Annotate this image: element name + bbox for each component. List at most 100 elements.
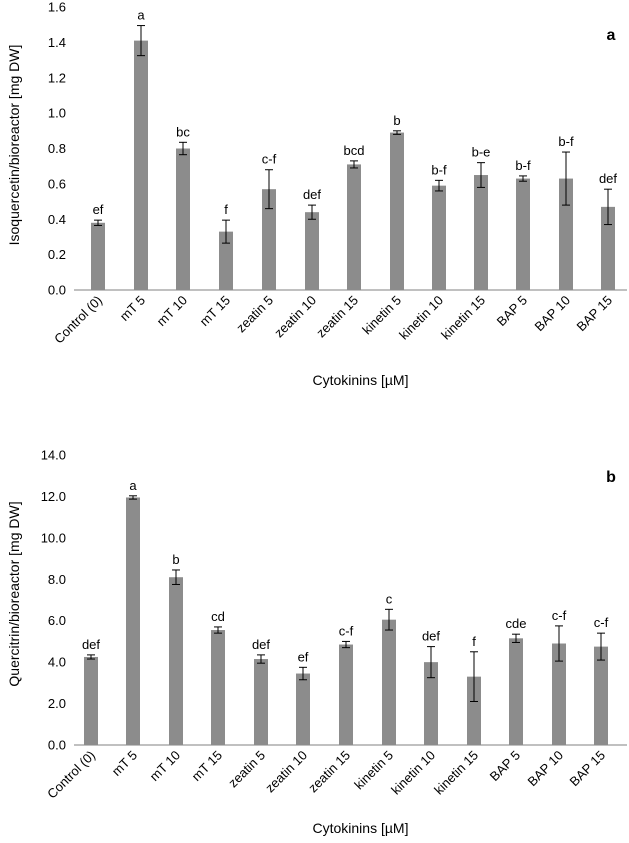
x-tick-label: Control (0) xyxy=(44,748,98,802)
bar xyxy=(169,577,183,745)
significance-letter: bcd xyxy=(344,143,365,158)
x-tick-label: BAP 5 xyxy=(494,293,531,330)
significance-letter: def xyxy=(82,637,100,652)
significance-letter: b-f xyxy=(558,134,574,149)
bar xyxy=(211,630,225,745)
bar xyxy=(516,178,530,290)
error-bar xyxy=(435,179,443,192)
bar xyxy=(382,619,396,745)
error-bar xyxy=(519,175,527,182)
x-tick-label: BAP 15 xyxy=(574,293,616,335)
bar xyxy=(347,164,361,290)
bar xyxy=(176,148,190,290)
x-tick-label: zeatin 15 xyxy=(305,748,353,796)
significance-letter: b xyxy=(172,552,179,567)
bar xyxy=(296,673,310,745)
y-tick-label: 1.6 xyxy=(48,0,66,15)
bar xyxy=(474,175,488,290)
bar xyxy=(339,644,353,745)
significance-letter: ef xyxy=(298,649,309,664)
significance-letter: cde xyxy=(506,616,527,631)
x-tick-label: mT 10 xyxy=(154,293,190,329)
y-axis-title: Isoquercetin/bioreactor [mg DW] xyxy=(6,45,22,246)
y-tick-label: 4.0 xyxy=(48,655,66,670)
x-tick-label: zeatin 15 xyxy=(313,293,361,341)
x-tick-label: kinetin 15 xyxy=(431,748,481,798)
error-bar xyxy=(129,495,137,500)
x-tick-label: zeatin 10 xyxy=(271,293,319,341)
significance-letter: a xyxy=(129,478,137,493)
chart-panel-a: 0.0 0.2 0.4 0.6 0.8 1.0 1.2 1.4 1.6 ef Control (0)… xyxy=(6,0,627,388)
error-bar xyxy=(265,169,273,210)
error-bar xyxy=(604,188,612,226)
x-tick-label: mT 15 xyxy=(197,293,233,329)
bar xyxy=(134,40,148,291)
x-tick-label: BAP 10 xyxy=(525,748,567,790)
bar xyxy=(126,497,140,745)
y-tick-label: 14.0 xyxy=(41,448,66,463)
y-tick-label: 0.0 xyxy=(48,738,66,753)
bar xyxy=(390,132,404,290)
y-tick-label: 0.2 xyxy=(48,247,66,262)
error-bar xyxy=(308,204,316,220)
bar xyxy=(219,231,233,290)
error-bar xyxy=(179,141,187,156)
x-tick-label: mT 5 xyxy=(109,748,140,779)
x-tick-label: zeatin 10 xyxy=(262,748,310,796)
significance-letter: b-e xyxy=(472,145,491,160)
y-tick-label: 6.0 xyxy=(48,613,66,628)
significance-letter: def xyxy=(252,637,270,652)
x-tick-label: kinetin 10 xyxy=(388,748,438,798)
y-tick-label: 0.6 xyxy=(48,176,66,191)
significance-letter: a xyxy=(137,8,145,23)
bar xyxy=(594,646,608,745)
y-tick-label: 1.4 xyxy=(48,35,66,50)
bar xyxy=(254,659,268,745)
error-bar xyxy=(393,130,401,135)
y-tick-label: 0.4 xyxy=(48,212,66,227)
error-bar xyxy=(94,219,102,226)
significance-letter: b xyxy=(393,113,400,128)
significance-letter: cd xyxy=(211,609,225,624)
error-bar xyxy=(172,569,180,585)
significance-letter: b-f xyxy=(515,158,531,173)
error-bar xyxy=(512,633,520,643)
x-tick-label: kinetin 10 xyxy=(396,293,446,343)
significance-letter: f xyxy=(472,634,476,649)
y-tick-label: 0.8 xyxy=(48,141,66,156)
significance-letter: c-f xyxy=(262,152,277,167)
error-bar xyxy=(342,640,350,649)
bar xyxy=(305,212,319,290)
x-tick-label: BAP 5 xyxy=(487,748,524,785)
panel-label: a xyxy=(607,27,616,44)
error-bar xyxy=(427,646,435,679)
y-tick-label: 1.2 xyxy=(48,70,66,85)
error-bar xyxy=(257,654,265,664)
significance-letter: ef xyxy=(93,202,104,217)
bar xyxy=(552,643,566,745)
error-bar xyxy=(299,666,307,681)
error-bar xyxy=(385,608,393,631)
error-bar xyxy=(137,25,145,57)
significance-letter: c-f xyxy=(339,623,354,638)
x-tick-label: zeatin 5 xyxy=(233,293,276,336)
bar xyxy=(559,178,573,290)
error-bar xyxy=(477,162,485,188)
significance-letter: def xyxy=(599,171,617,186)
error-bar xyxy=(562,151,570,206)
x-axis-title: Cytokinins [µM] xyxy=(313,820,409,836)
error-bar xyxy=(470,651,478,702)
significance-letter: c-f xyxy=(552,608,567,623)
x-tick-label: BAP 10 xyxy=(532,293,574,335)
bar xyxy=(467,676,481,745)
y-axis-title: Quercitrin/bioreactor [mg DW] xyxy=(6,501,22,686)
bar xyxy=(84,656,98,745)
bar xyxy=(424,662,438,745)
chart-panel-b: 0.0 2.0 4.0 6.0 8.0 10.0 12.0 14.0 def Control (0… xyxy=(6,448,627,836)
panel-label: b xyxy=(606,469,616,486)
significance-letter: c-f xyxy=(594,615,609,630)
x-tick-label: mT 10 xyxy=(147,748,183,784)
significance-letter: bc xyxy=(176,124,190,139)
x-axis-title: Cytokinins [µM] xyxy=(313,372,409,388)
y-tick-label: 2.0 xyxy=(48,696,66,711)
